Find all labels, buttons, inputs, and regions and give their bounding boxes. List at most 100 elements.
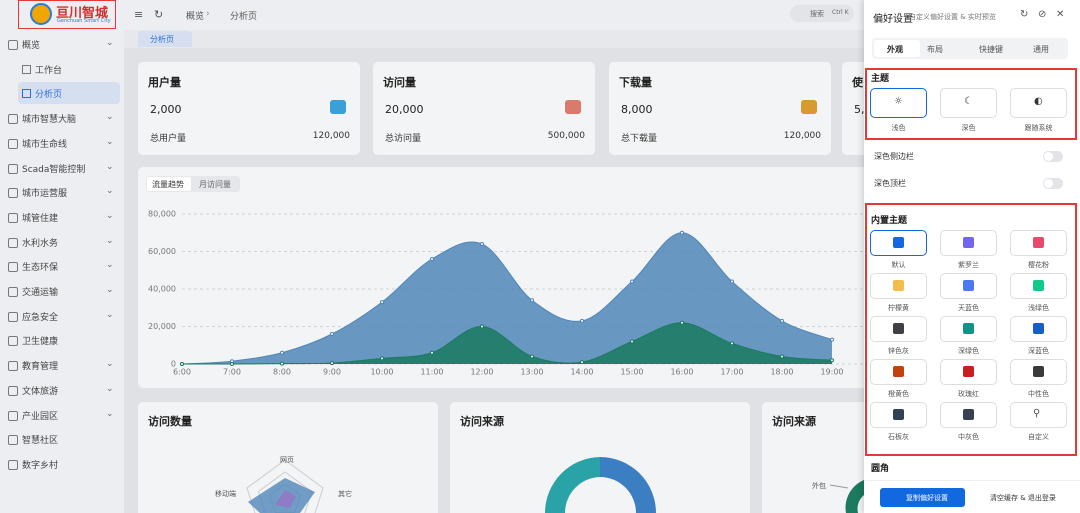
card-title: 下载量: [619, 76, 652, 89]
submenu-icon: [22, 89, 31, 99]
card-total: 120,000: [783, 131, 821, 141]
menu-item[interactable]: 生态环保: [22, 263, 59, 274]
donut: [845, 480, 864, 513]
data-point: [630, 279, 634, 284]
menu-item[interactable]: 城管住建: [22, 213, 59, 224]
data-point: [330, 361, 334, 366]
theme-swatch-box[interactable]: [940, 273, 997, 299]
logout-button[interactable]: 清空缓存 & 退出登录: [990, 494, 1056, 502]
copy-button[interactable]: [880, 488, 965, 507]
x-tick-label: 7:00: [223, 368, 241, 377]
section-heading: 圆角: [871, 464, 890, 474]
x-tick-label: 17:00: [720, 368, 743, 377]
menu-icon: [8, 163, 18, 174]
pie-label: 外包: [812, 482, 826, 490]
menu-item[interactable]: 城市智慧大脑: [22, 115, 77, 126]
copy-button-label[interactable]: 复制偏好设置: [906, 494, 948, 502]
theme-swatch: [1033, 280, 1044, 291]
menu-icon: [8, 212, 18, 223]
theme-option[interactable]: [870, 88, 927, 118]
menu-item[interactable]: 城市运营服: [22, 189, 68, 200]
data-point: [180, 362, 184, 366]
menu-item[interactable]: 交通运输: [22, 288, 59, 298]
decorations: [246, 457, 864, 513]
theme-swatch-box[interactable]: [870, 273, 927, 299]
donut: [545, 457, 600, 513]
menu-item[interactable]: 教育管理: [22, 362, 59, 373]
menu-item[interactable]: 应急安全: [22, 312, 59, 323]
stat-card: [138, 62, 360, 155]
x-tick-label: 8:00: [273, 368, 291, 377]
data-point: [530, 298, 534, 303]
theme-swatch-box[interactable]: [1010, 359, 1067, 385]
menu-item[interactable]: Scada智能控制: [22, 164, 86, 175]
x-tick-label: 13:00: [520, 368, 543, 377]
theme-swatch-box[interactable]: [870, 359, 927, 385]
theme-swatch-box[interactable]: [1010, 273, 1067, 299]
menu-icon: [8, 114, 18, 125]
menu-item[interactable]: 概览: [22, 41, 41, 51]
data-point: [330, 332, 334, 336]
data-point: [480, 242, 484, 246]
menu-item[interactable]: 数字乡村: [22, 460, 59, 471]
menu-arrow: ⌄: [106, 136, 114, 147]
theme-swatch-box[interactable]: [940, 402, 997, 428]
theme-swatch-box[interactable]: [1010, 230, 1067, 256]
drawer-tab-active[interactable]: [874, 40, 920, 57]
drawer-icon[interactable]: ↻: [1020, 9, 1029, 20]
highlight-box: [865, 203, 1077, 456]
theme-option[interactable]: [1010, 88, 1067, 118]
theme-label: 跟随系统: [1024, 124, 1053, 132]
toggle[interactable]: [1043, 151, 1063, 162]
toggle[interactable]: [1043, 178, 1063, 189]
theme-label: 天蓝色: [958, 304, 979, 312]
drawer-tab[interactable]: 外观: [887, 45, 903, 54]
theme-label: 紫罗兰: [958, 261, 979, 269]
menu-item[interactable]: 产业园区: [22, 411, 59, 422]
theme-swatch-box[interactable]: [870, 230, 927, 256]
menu-item[interactable]: 水利水务: [22, 238, 59, 249]
highlight-box: [865, 68, 1077, 140]
submenu-item[interactable]: 工作台: [35, 65, 63, 76]
tab[interactable]: [138, 31, 192, 47]
theme-label: 玫瑰红: [958, 390, 979, 398]
x-tick-label: 12:00: [470, 368, 493, 377]
submenu-item[interactable]: 分析页: [35, 90, 63, 101]
menu-icon: [8, 385, 18, 396]
chart-tab[interactable]: [147, 177, 191, 191]
x-tick-label: 10:00: [370, 368, 393, 377]
drawer-tab[interactable]: 通用: [1033, 45, 1049, 54]
chart-tab-label[interactable]: 流量趋势: [152, 180, 184, 189]
theme-swatch-box[interactable]: [870, 402, 927, 428]
theme-swatch-box[interactable]: [940, 230, 997, 256]
menu-item[interactable]: 文体旅游: [22, 386, 59, 397]
theme-swatch-box[interactable]: [870, 316, 927, 342]
menu-icon: [8, 262, 18, 273]
data-point: [380, 300, 384, 305]
crumb[interactable]: 概览: [186, 12, 205, 22]
menu-item[interactable]: 城市生命线: [22, 139, 68, 150]
drawer-tab[interactable]: 快捷键: [979, 45, 1003, 54]
chart-tab-label[interactable]: 月访问量: [199, 180, 231, 189]
theme-icon: ☾: [964, 96, 973, 107]
data-point: [630, 339, 634, 344]
menu-toggle[interactable]: ≡: [134, 8, 144, 21]
data-point: [780, 318, 784, 323]
drawer-tab[interactable]: 布局: [927, 45, 943, 54]
card-icon: [801, 100, 817, 114]
theme-swatch-box[interactable]: [1010, 402, 1067, 428]
drawer-icon[interactable]: ✕: [1056, 9, 1065, 20]
theme-label: 中性色: [1028, 390, 1049, 398]
drawer-icon[interactable]: ⊘: [1038, 9, 1047, 20]
refresh[interactable]: ↻: [154, 8, 164, 21]
theme-option[interactable]: [940, 88, 997, 118]
menu-item[interactable]: 智慧社区: [22, 436, 59, 447]
theme-swatch-box[interactable]: [940, 316, 997, 342]
menu-arrow: ⌄: [106, 309, 114, 320]
theme-swatch-box[interactable]: [940, 359, 997, 385]
search-box[interactable]: [790, 5, 854, 22]
menu-item[interactable]: 卫生健康: [22, 337, 59, 348]
radar-grid: [246, 459, 324, 513]
data-point: [430, 350, 434, 355]
theme-swatch-box[interactable]: [1010, 316, 1067, 342]
